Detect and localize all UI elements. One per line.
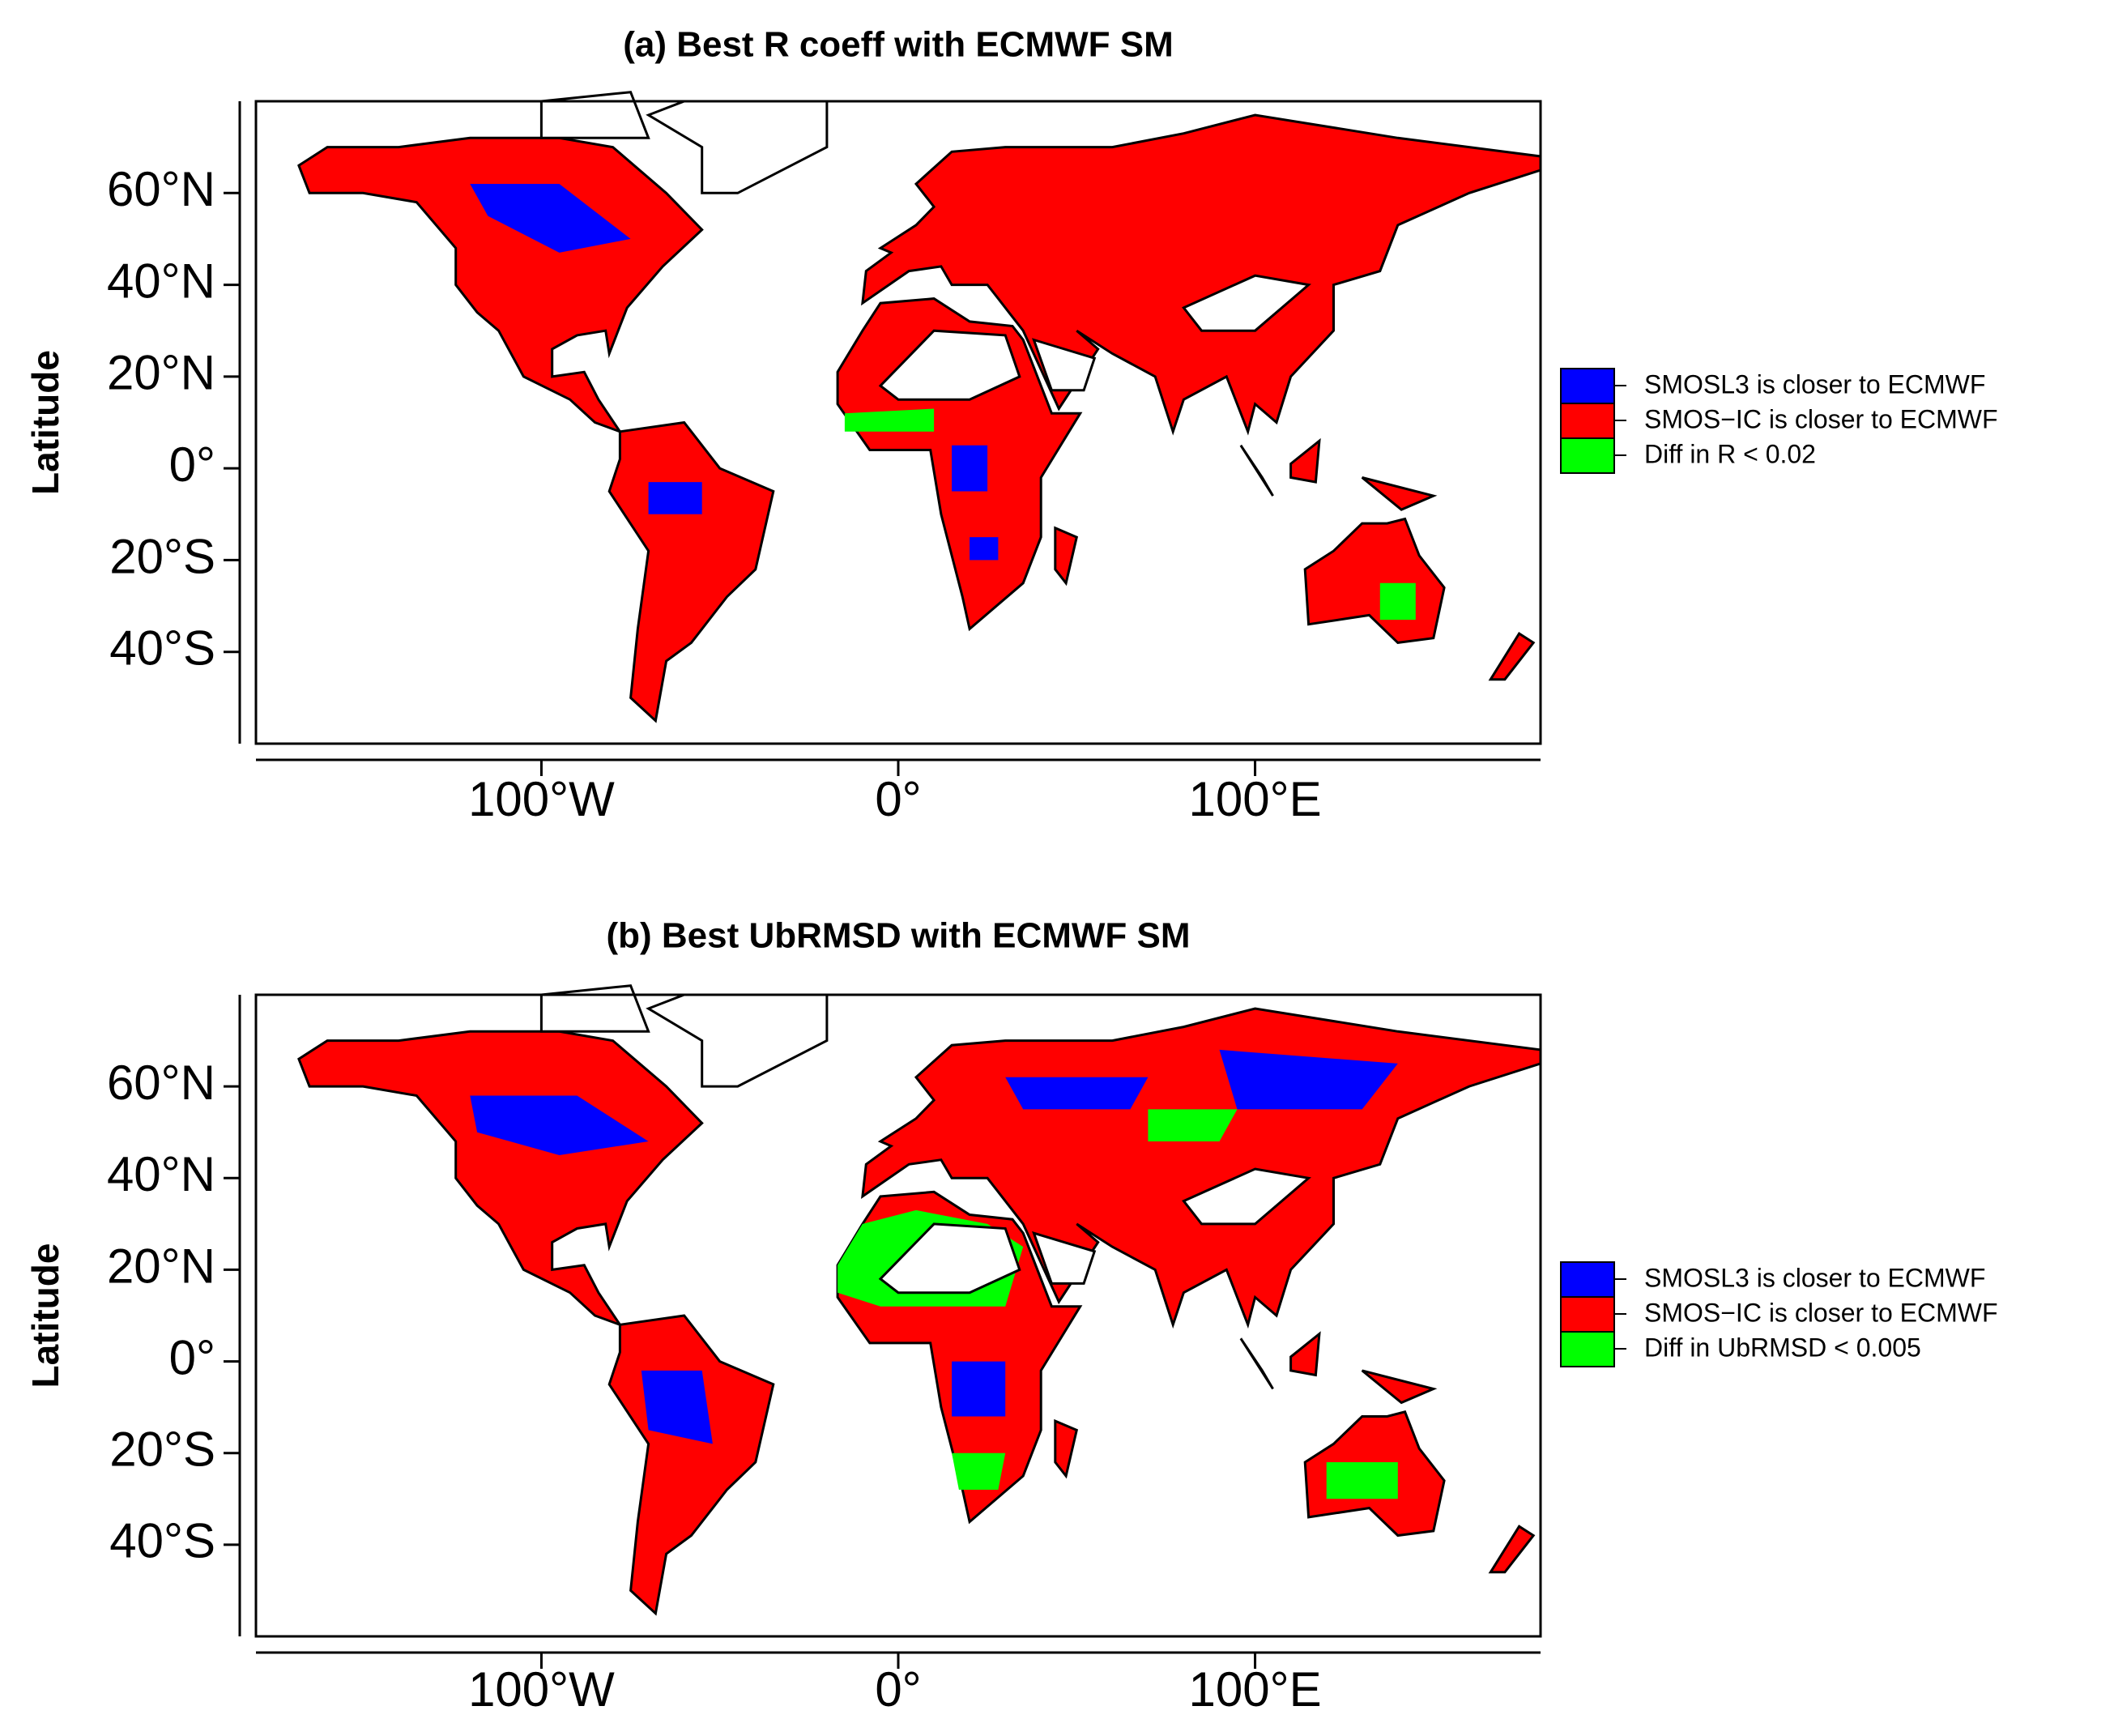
legend-swatch xyxy=(1560,403,1615,439)
plot-frame xyxy=(254,100,1542,745)
land xyxy=(1361,1369,1438,1405)
land-patch xyxy=(952,1452,1006,1490)
no-data-area xyxy=(1031,1231,1097,1285)
y-axis-label: Latitude xyxy=(24,350,66,495)
legend-swatch xyxy=(1560,1261,1615,1298)
land xyxy=(1239,444,1274,497)
land-patch xyxy=(470,184,631,253)
y-tick-label: 60°N xyxy=(107,162,215,216)
no-data-area xyxy=(539,984,650,1033)
map-panel: (b) Best UbRMSD with ECMWF SM 60°N 40°N 20°… xyxy=(24,916,1997,1717)
plot-frame xyxy=(254,993,1542,1638)
land xyxy=(1488,632,1536,681)
y-tick-label: 40°N xyxy=(107,254,215,308)
y-tick-label: 40°S xyxy=(109,1514,215,1568)
no-data-area xyxy=(539,91,650,139)
panel-title: (b) Best UbRMSD with ECMWF SM xyxy=(606,916,1190,956)
land xyxy=(1289,1331,1321,1377)
land xyxy=(1488,1525,1536,1574)
no-data-area xyxy=(1182,274,1311,332)
land-patch xyxy=(1219,1049,1398,1110)
land-patch xyxy=(1005,1077,1149,1110)
land xyxy=(297,1030,704,1328)
land xyxy=(861,113,1542,436)
legend-swatch xyxy=(1560,368,1615,404)
land-patch xyxy=(844,408,935,432)
y-tick-label: 20°N xyxy=(107,346,215,400)
land-patch xyxy=(952,1361,1006,1417)
map-panel: (a) Best R coeff with ECMWF SM 60°N 40°N 20… xyxy=(24,25,1997,826)
y-tick-label: 60°N xyxy=(107,1056,215,1110)
no-data-area xyxy=(1182,1167,1311,1226)
legend-label: Diff in R < 0.02 xyxy=(1644,439,1816,468)
land-patch xyxy=(641,1370,713,1444)
land-patch xyxy=(648,482,702,514)
legend-label: SMOS−IC is closer to ECMWF xyxy=(1644,1298,1998,1327)
land xyxy=(297,136,704,434)
land xyxy=(607,1314,775,1616)
land-patch xyxy=(1379,582,1416,621)
x-tick-label: 0° xyxy=(875,1662,921,1717)
land xyxy=(1303,517,1446,644)
land xyxy=(1054,526,1079,586)
x-tick-label: 100°E xyxy=(1188,1662,1321,1717)
no-data-area xyxy=(646,993,829,1088)
legend-label: SMOS−IC is closer to ECMWF xyxy=(1644,404,1998,433)
land-patch xyxy=(470,1095,649,1155)
y-tick-label: 0° xyxy=(169,1330,215,1384)
legend-swatch xyxy=(1560,437,1615,474)
legend-label: SMOSL3 is closer to ECMWF xyxy=(1644,1263,1985,1292)
no-data-area xyxy=(646,100,829,194)
land-patch xyxy=(970,537,999,561)
no-data-area xyxy=(1031,338,1097,392)
land xyxy=(1239,1337,1274,1390)
y-tick-label: 20°S xyxy=(109,1422,215,1477)
land-patch xyxy=(952,445,988,492)
x-tick-label: 100°W xyxy=(468,1662,615,1717)
no-data-area xyxy=(878,329,1021,401)
legend-swatch xyxy=(1560,1331,1615,1367)
y-tick-label: 20°N xyxy=(107,1239,215,1293)
panel-title: (a) Best R coeff with ECMWF SM xyxy=(623,25,1174,65)
land xyxy=(607,420,775,723)
x-tick-label: 100°E xyxy=(1188,772,1321,826)
legend-label: Diff in UbRMSD < 0.005 xyxy=(1644,1333,1921,1362)
legend-label: SMOSL3 is closer to ECMWF xyxy=(1644,369,1985,399)
land xyxy=(1361,476,1438,511)
no-data-area xyxy=(878,1222,1021,1295)
land xyxy=(1289,437,1321,484)
x-tick-label: 100°W xyxy=(468,772,615,826)
y-tick-label: 40°N xyxy=(107,1147,215,1201)
land-patch xyxy=(1148,1109,1238,1141)
y-axis-label: Latitude xyxy=(24,1243,66,1388)
land-patch xyxy=(1326,1462,1398,1499)
y-tick-label: 0° xyxy=(169,437,215,492)
legend-swatch xyxy=(1560,1296,1615,1333)
x-tick-label: 0° xyxy=(875,772,921,826)
land xyxy=(1054,1418,1079,1479)
y-tick-label: 20°S xyxy=(109,529,215,583)
y-tick-label: 40°S xyxy=(109,621,215,676)
